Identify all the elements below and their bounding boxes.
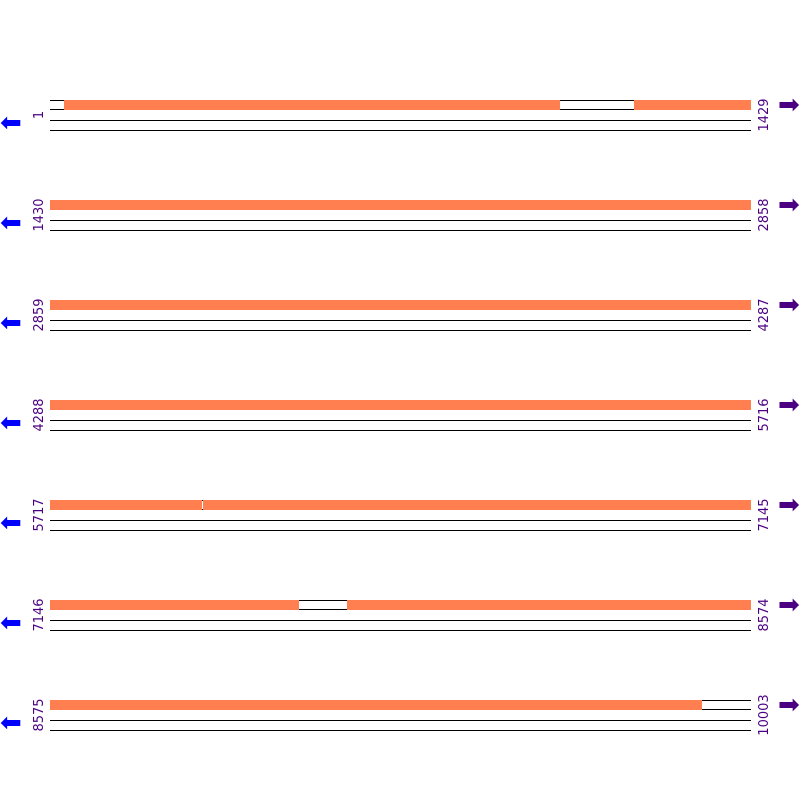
coverage-gap: [299, 600, 347, 610]
row-end-label: 1429: [757, 98, 772, 132]
arrow-left-icon: ⬅: [0, 708, 22, 738]
arrow-left-icon: ⬅: [0, 108, 22, 138]
arrow-right-icon: ➡: [778, 490, 800, 520]
sequence-line: [50, 730, 751, 731]
sequence-line: [50, 620, 751, 621]
arrow-right-icon: ➡: [778, 590, 800, 620]
row-start-label: 1: [32, 110, 47, 120]
coverage-gap: [559, 100, 634, 110]
arrow-right-icon: ➡: [778, 690, 800, 720]
sequence-line: [50, 130, 751, 131]
arrow-left-icon: ⬅: [0, 208, 22, 238]
sequence-line: [50, 520, 751, 521]
arrow-right-icon: ➡: [778, 390, 800, 420]
row-start-label: 1430: [32, 198, 47, 232]
coverage-bar: [50, 300, 751, 310]
arrow-right-icon: ➡: [778, 190, 800, 220]
row-end-label: 4287: [757, 298, 772, 332]
row-start-label: 4288: [32, 398, 47, 432]
sequence-line: [50, 430, 751, 431]
sequence-line: [50, 320, 751, 321]
coverage-bar: [50, 400, 751, 410]
sequence-line: [50, 530, 751, 531]
coverage-gap: [50, 100, 65, 110]
sequence-line: [50, 420, 751, 421]
coverage-bar: [50, 700, 751, 710]
row-end-label: 10003: [757, 694, 772, 736]
arrow-left-icon: ⬅: [0, 508, 22, 538]
coverage-gap: [202, 500, 204, 510]
arrow-right-icon: ➡: [778, 90, 800, 120]
coverage-bar: [50, 100, 751, 110]
sequence-line: [50, 120, 751, 121]
sequence-line: [50, 220, 751, 221]
row-start-label: 7146: [32, 598, 47, 632]
arrow-left-icon: ⬅: [0, 608, 22, 638]
row-end-label: 5716: [757, 398, 772, 432]
arrow-left-icon: ⬅: [0, 408, 22, 438]
coverage-bar: [50, 600, 751, 610]
coverage-bar: [50, 200, 751, 210]
sequence-line: [50, 330, 751, 331]
sequence-line: [50, 230, 751, 231]
arrow-left-icon: ⬅: [0, 308, 22, 338]
row-start-label: 5717: [32, 498, 47, 532]
row-start-label: 8575: [32, 698, 47, 732]
arrow-right-icon: ➡: [778, 290, 800, 320]
coverage-gap: [701, 700, 751, 710]
row-start-label: 2859: [32, 298, 47, 332]
row-end-label: 2858: [757, 198, 772, 232]
row-end-label: 7145: [757, 498, 772, 532]
coverage-bar: [50, 500, 751, 510]
sequence-line: [50, 720, 751, 721]
sequence-line: [50, 630, 751, 631]
row-end-label: 8574: [757, 598, 772, 632]
